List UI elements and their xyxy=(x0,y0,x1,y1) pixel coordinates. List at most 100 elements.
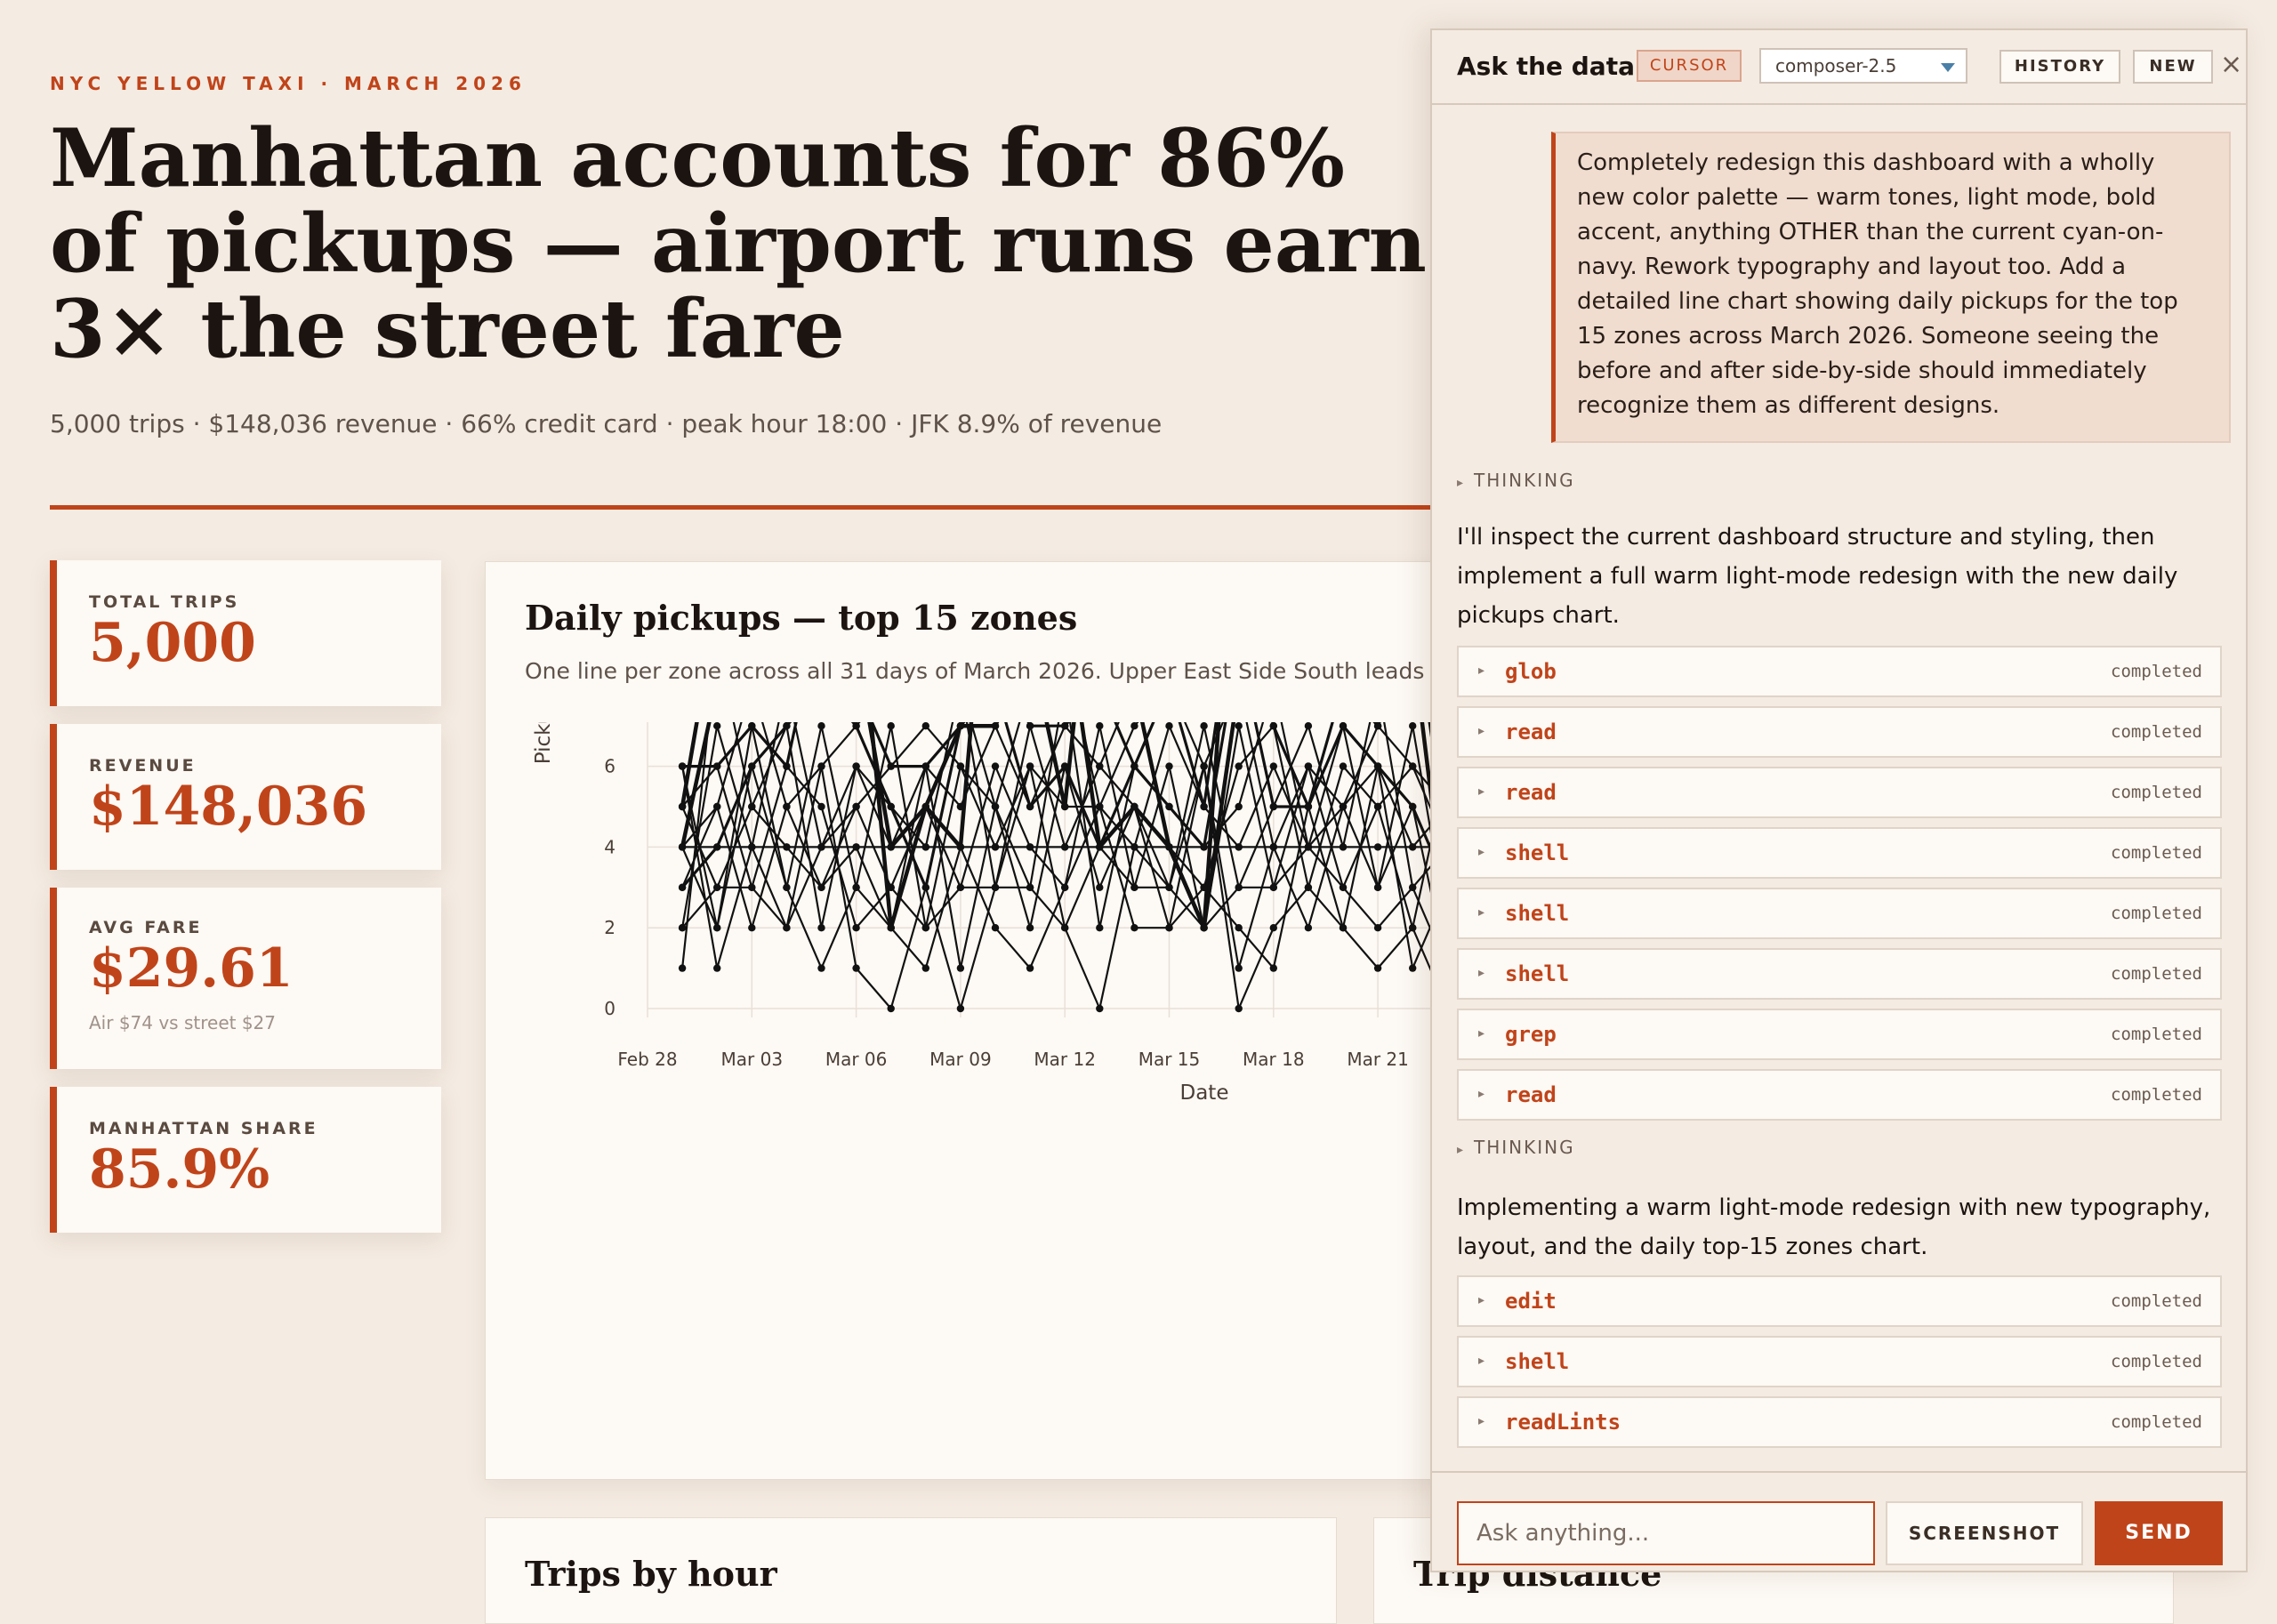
ask-input[interactable] xyxy=(1457,1501,1875,1565)
caret-right-icon: ▸ xyxy=(1478,1087,1485,1101)
data-point xyxy=(817,883,825,891)
data-point xyxy=(956,802,965,811)
thinking-label: THINKING xyxy=(1474,1137,1575,1158)
data-point xyxy=(1200,883,1208,891)
tool-status: completed xyxy=(2111,843,2202,863)
data-point xyxy=(783,802,791,811)
data-point xyxy=(1061,722,1069,730)
data-point xyxy=(748,802,756,811)
thinking-toggle[interactable]: ▸ THINKING xyxy=(1457,470,1575,491)
data-point xyxy=(991,762,1000,770)
thinking-toggle[interactable]: ▸ THINKING xyxy=(1457,1137,1575,1158)
caret-right-icon: ▸ xyxy=(1478,724,1485,738)
data-point xyxy=(921,802,929,811)
data-point xyxy=(1304,883,1313,891)
data-point xyxy=(1269,843,1277,851)
kpi-revenue: REVENUE $148,036 xyxy=(50,724,441,870)
data-point xyxy=(1373,722,1382,730)
data-point xyxy=(991,924,1000,932)
x-tick-label: Mar 18 xyxy=(1243,1049,1305,1070)
kpi-label: MANHATTAN SHARE xyxy=(89,1119,318,1138)
tool-status: completed xyxy=(2111,904,2202,923)
kpi-label: REVENUE xyxy=(89,756,197,776)
kpi-manhattan-share: MANHATTAN SHARE 85.9% xyxy=(50,1087,441,1233)
data-point xyxy=(1130,843,1138,851)
data-point xyxy=(1304,722,1313,730)
kpi-value: $148,036 xyxy=(89,776,368,838)
x-tick-label: Mar 09 xyxy=(929,1049,992,1070)
caret-right-icon: ▸ xyxy=(1478,1354,1485,1368)
caret-right-icon: ▸ xyxy=(1457,476,1466,490)
send-button[interactable]: SEND xyxy=(2095,1501,2223,1565)
assistant-message: Implementing a warm light-mode redesign … xyxy=(1457,1194,2211,1260)
kpi-value: 85.9% xyxy=(89,1138,270,1201)
caret-right-icon: ▸ xyxy=(1478,1293,1485,1307)
tool-status: completed xyxy=(2111,964,2202,984)
card-title: Trips by hour xyxy=(525,1554,777,1594)
model-select[interactable]: composer-2.5 xyxy=(1759,48,1967,84)
caret-right-icon: ▸ xyxy=(1478,905,1485,920)
tool-call-row[interactable]: ▸ readLints completed xyxy=(1457,1396,2222,1448)
tool-status: completed xyxy=(2111,1025,2202,1044)
data-point xyxy=(1339,924,1348,932)
history-button[interactable]: HISTORY xyxy=(1999,50,2120,84)
data-point xyxy=(1409,802,1417,811)
tool-status: completed xyxy=(2111,1291,2202,1311)
data-point xyxy=(1235,802,1243,811)
data-point xyxy=(713,802,721,811)
data-point xyxy=(783,883,791,891)
tool-status: completed xyxy=(2111,722,2202,742)
data-point xyxy=(1061,883,1069,891)
data-point xyxy=(1200,802,1208,811)
data-point xyxy=(748,762,756,770)
data-point xyxy=(748,883,756,891)
tool-call-row[interactable]: ▸ shell completed xyxy=(1457,1336,2222,1387)
data-point xyxy=(1269,924,1277,932)
kpi-avg-fare: AVG FARE $29.61 Air $74 vs street $27 xyxy=(50,888,441,1069)
x-tick-label: Mar 06 xyxy=(825,1049,888,1070)
data-point xyxy=(921,722,929,730)
close-icon[interactable]: × xyxy=(2220,49,2243,80)
data-point xyxy=(852,722,860,730)
data-point xyxy=(1130,802,1138,811)
data-point xyxy=(887,883,895,891)
agent-badge: CURSOR xyxy=(1637,50,1742,82)
tool-call-row[interactable]: ▸ shell completed xyxy=(1457,948,2222,1000)
data-point xyxy=(1339,722,1348,730)
data-point xyxy=(1165,762,1173,770)
data-point xyxy=(713,722,721,730)
caret-right-icon: ▸ xyxy=(1478,1414,1485,1428)
data-point xyxy=(1096,843,1104,851)
data-point xyxy=(1269,802,1277,811)
y-tick-label: 2 xyxy=(604,917,616,938)
data-point xyxy=(1304,843,1313,851)
data-point xyxy=(1409,964,1417,972)
new-chat-button[interactable]: NEW xyxy=(2133,50,2213,84)
tool-name: glob xyxy=(1505,659,1557,684)
tool-call-row[interactable]: ▸ read completed xyxy=(1457,1069,2222,1121)
tool-call-row[interactable]: ▸ grep completed xyxy=(1457,1009,2222,1060)
tool-call-row[interactable]: ▸ edit completed xyxy=(1457,1275,2222,1327)
data-point xyxy=(852,802,860,811)
data-point xyxy=(1269,883,1277,891)
data-point xyxy=(1373,843,1382,851)
data-point xyxy=(1026,802,1034,811)
data-point xyxy=(678,802,687,811)
kpi-note: Air $74 vs street $27 xyxy=(89,1012,276,1033)
data-point xyxy=(1165,802,1173,811)
tool-call-row[interactable]: ▸ glob completed xyxy=(1457,646,2222,697)
data-point xyxy=(921,964,929,972)
data-point xyxy=(956,722,965,730)
data-point xyxy=(1339,883,1348,891)
tool-call-row[interactable]: ▸ shell completed xyxy=(1457,888,2222,939)
y-tick-label: 6 xyxy=(604,756,616,777)
x-tick-label: Mar 15 xyxy=(1138,1049,1201,1070)
data-point xyxy=(713,964,721,972)
tool-call-row[interactable]: ▸ shell completed xyxy=(1457,827,2222,879)
data-point xyxy=(783,722,791,730)
screenshot-button[interactable]: SCREENSHOT xyxy=(1886,1501,2083,1565)
tool-call-row[interactable]: ▸ read completed xyxy=(1457,767,2222,818)
tool-call-row[interactable]: ▸ read completed xyxy=(1457,706,2222,758)
data-point xyxy=(713,883,721,891)
data-point xyxy=(748,924,756,932)
